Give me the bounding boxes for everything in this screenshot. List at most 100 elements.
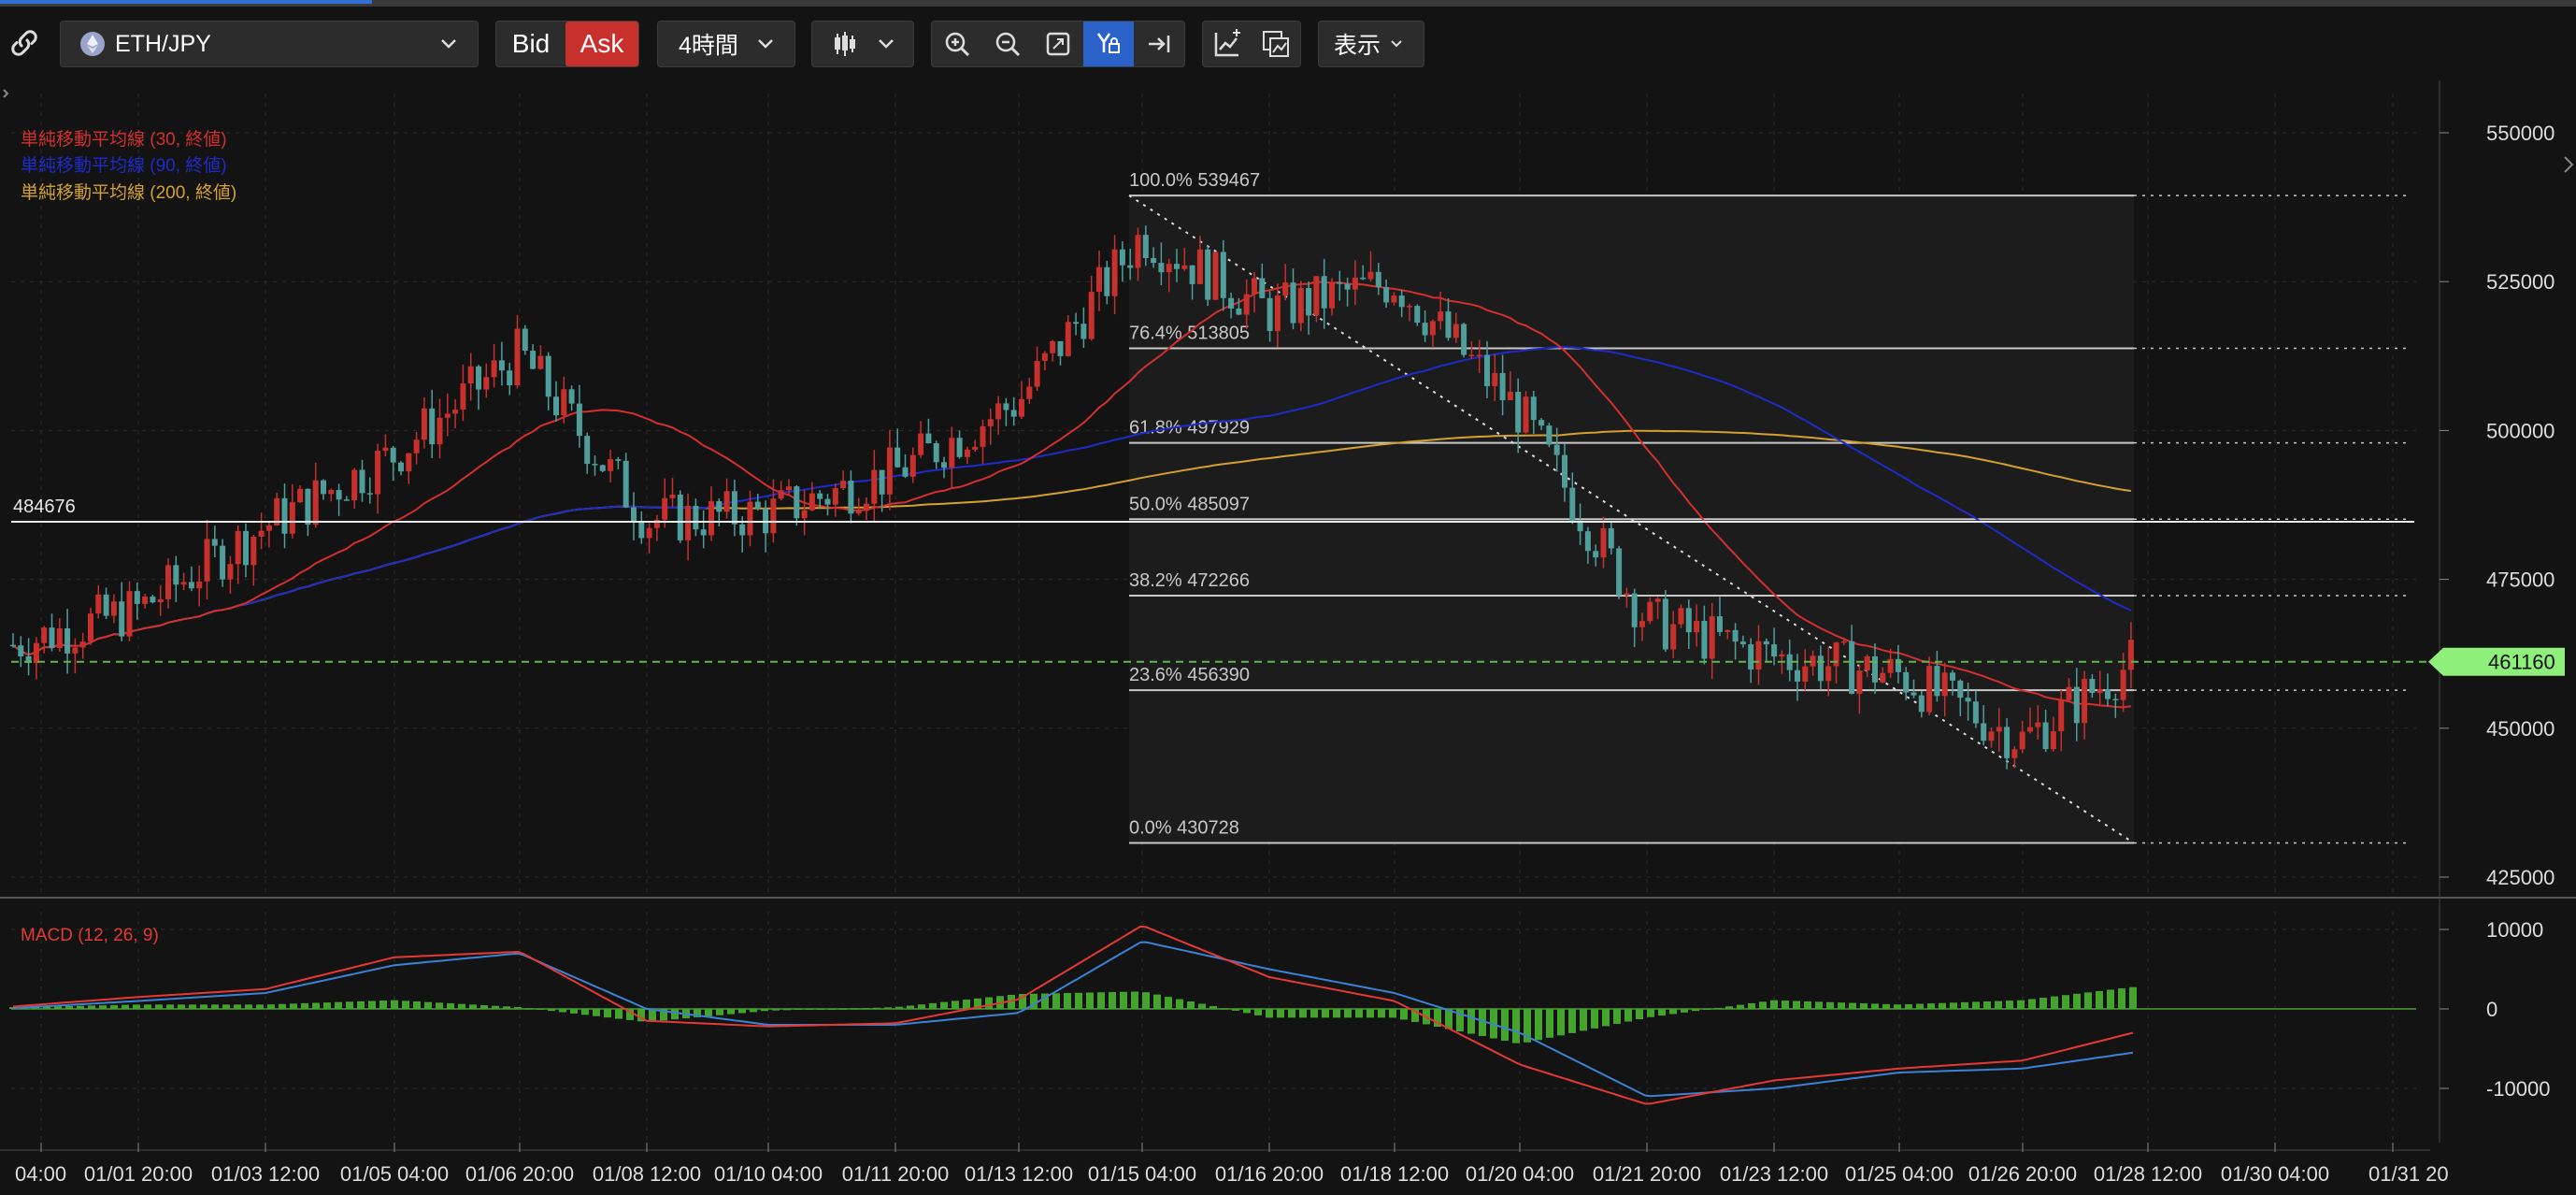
macd-histogram-bar — [1266, 1009, 1273, 1018]
macd-histogram-bar — [660, 1009, 667, 1021]
macd-histogram-bar — [1658, 1009, 1666, 1016]
display-menu-button[interactable]: 表示 — [1318, 21, 1424, 67]
candle-body — [1732, 629, 1739, 642]
macd-histogram-bar — [2073, 993, 2081, 1009]
macd-histogram-bar — [1804, 1001, 1811, 1009]
candle-body — [700, 529, 707, 536]
macd-histogram-bar — [1894, 1004, 1901, 1009]
link-icon[interactable] — [6, 24, 43, 62]
macd-histogram-bar — [907, 1005, 914, 1009]
bid-button[interactable]: Bid — [511, 29, 551, 58]
candle-body — [879, 469, 885, 495]
candle-body — [1584, 531, 1591, 552]
macd-histogram-bar — [851, 1008, 858, 1010]
macd-histogram-bar — [1972, 1001, 1980, 1009]
candle-body — [553, 396, 559, 416]
candle-body — [2042, 722, 2049, 750]
candle-body — [1174, 264, 1180, 269]
candle-body — [1212, 252, 1219, 300]
candle-body — [1096, 266, 1102, 293]
auto-scale-icon[interactable] — [1083, 22, 1134, 66]
scroll-to-latest-icon[interactable] — [1134, 30, 1184, 58]
candle-body — [1104, 266, 1110, 296]
chart-type-selector[interactable] — [811, 21, 914, 67]
macd-histogram-bar — [1142, 992, 1150, 1009]
candle-body — [328, 490, 335, 495]
candle-body — [1050, 340, 1056, 353]
candle-body — [1996, 727, 2002, 732]
current-price-tag — [2428, 647, 2565, 676]
zoom-in-icon[interactable] — [932, 30, 982, 58]
candle-body — [537, 355, 544, 369]
chevron-down-icon — [440, 38, 457, 50]
labels: 単純移動平均線 (30, 終値) 単純移動平均線 (90, 終値) 単純移動平均線 … — [3, 89, 2574, 945]
ask-button[interactable]: Ask — [565, 22, 638, 66]
candle-body — [1647, 601, 1653, 622]
timeframe-selector[interactable]: 4時間 — [657, 21, 795, 67]
candle-body — [196, 581, 203, 589]
chevron-down-icon — [757, 38, 774, 50]
candlestick-series — [10, 225, 2134, 770]
macd-histogram-bar — [1501, 1009, 1509, 1042]
macd-histogram-bar — [1838, 1002, 1845, 1009]
macd-histogram-bar — [1355, 1009, 1363, 1018]
candle-body — [452, 410, 459, 414]
candle-body — [1515, 391, 1522, 433]
indicators-icon[interactable] — [1203, 29, 1252, 59]
candle-body — [949, 438, 955, 468]
compare-chart-icon[interactable] — [1252, 29, 1300, 59]
macd-histogram-bar — [110, 1004, 118, 1009]
macd-histogram-bar — [974, 998, 981, 1009]
macd-histogram-bar — [234, 1004, 241, 1009]
macd-histogram-bar — [750, 1009, 757, 1013]
candle-body — [41, 627, 48, 643]
macd-histogram-bar — [705, 1009, 712, 1016]
macd-histogram-bar — [133, 1004, 140, 1009]
candle-body — [956, 438, 963, 457]
candle-body — [460, 383, 466, 410]
candle-body — [1414, 306, 1421, 324]
candle-body — [507, 370, 513, 386]
time-axis-label: 01/11 20:00 — [842, 1162, 950, 1186]
candle-body — [1903, 671, 1910, 693]
candle-body — [1119, 249, 1125, 266]
macd-histogram-bar — [593, 1009, 600, 1016]
macd-histogram-bar — [1725, 1006, 1733, 1009]
macd-histogram-bar — [1703, 1009, 1710, 1010]
macd-histogram-bar — [1086, 992, 1094, 1009]
candle-body — [1553, 444, 1560, 455]
candle-body — [1569, 487, 1576, 521]
macd-histogram-bar — [1322, 1009, 1329, 1018]
candle-body — [1461, 324, 1467, 355]
macd-histogram-bar — [178, 1004, 185, 1009]
candle-body — [1080, 324, 1087, 339]
candle-body — [1407, 306, 1412, 308]
symbol-selector[interactable]: ETH/JPY — [60, 21, 479, 67]
macd-histogram-bar — [166, 1004, 174, 1009]
candle-body — [1398, 295, 1405, 308]
fit-screen-icon[interactable] — [1033, 30, 1083, 58]
macd-histogram-bar — [783, 1009, 791, 1011]
candle-body — [1849, 641, 1855, 695]
candle-body — [1220, 252, 1226, 298]
candle-body — [1313, 276, 1320, 316]
candle-body — [1375, 271, 1381, 288]
macd-histogram-bar — [985, 997, 993, 1009]
candle-body — [1724, 629, 1731, 632]
macd-histogram-bar — [1187, 1001, 1195, 1009]
macd-histogram-bar — [1995, 1001, 2002, 1009]
candle-body — [1577, 520, 1583, 532]
macd-histogram-bar — [1737, 1004, 1744, 1009]
candle-body — [359, 469, 365, 494]
candle-body — [1538, 420, 1545, 426]
candle-body — [134, 591, 140, 604]
macd-histogram-bar — [1153, 994, 1161, 1009]
candle-body — [64, 627, 71, 654]
candle-body — [933, 443, 939, 463]
macd-histogram-bar — [2006, 1001, 2013, 1009]
zoom-out-icon[interactable] — [982, 30, 1033, 58]
macd-histogram-bar — [1613, 1009, 1621, 1024]
candle-body — [1817, 655, 1824, 682]
